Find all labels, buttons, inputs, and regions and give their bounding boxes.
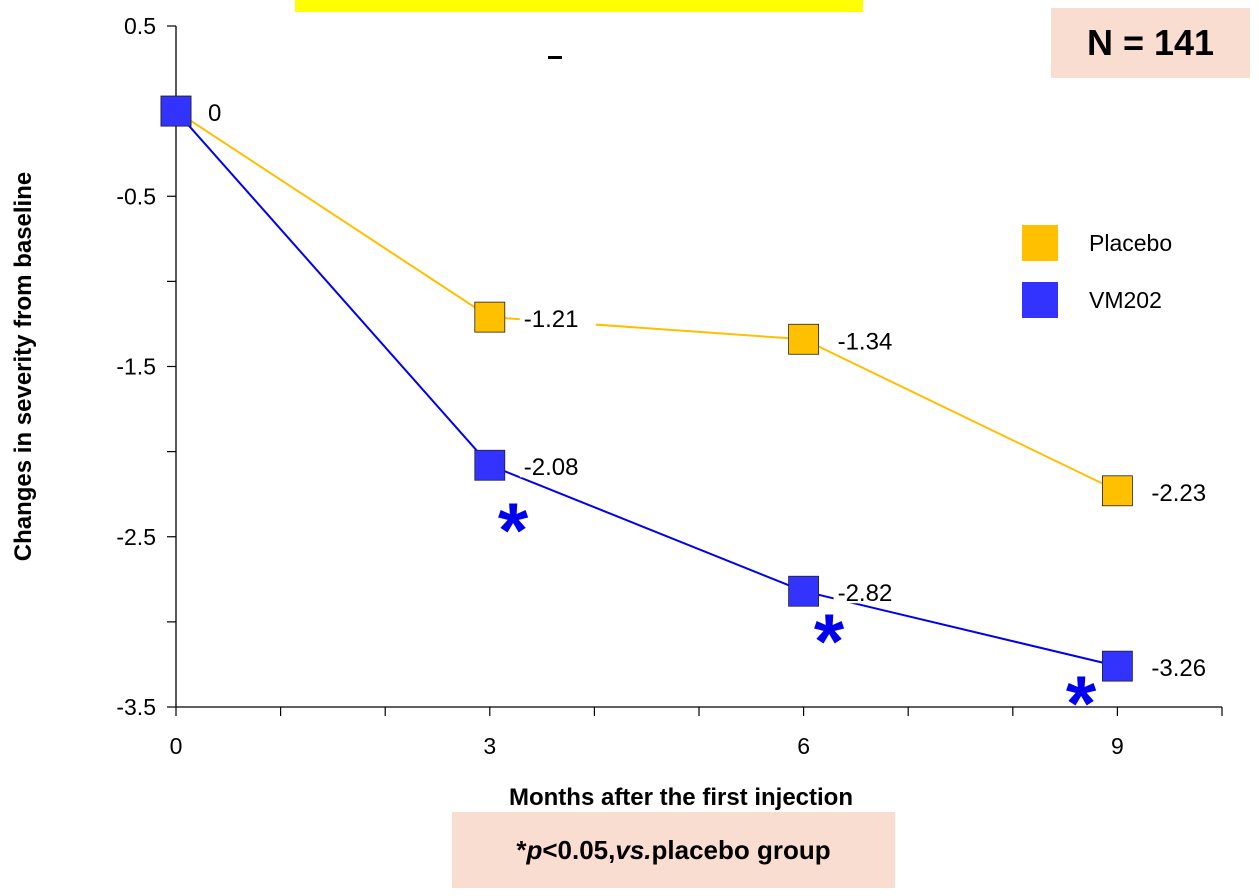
data-label-bg — [1147, 472, 1224, 503]
data-label-bg — [519, 447, 596, 478]
data-label-placebo: -2.23 — [1151, 480, 1206, 507]
series-line-vm202 — [175, 110, 1118, 668]
y-axis-title: Changes in severity from baseline — [10, 172, 37, 561]
legend-label-placebo: Placebo — [1089, 230, 1172, 256]
dash-mark — [548, 56, 562, 59]
significance-asterisk: * — [814, 597, 845, 685]
data-label-bg — [833, 573, 910, 604]
data-label-vm202: -2.08 — [524, 454, 579, 481]
data-label-vm202: 0 — [208, 100, 221, 127]
x-tick-label: 0 — [170, 733, 183, 759]
sample-size-box: N = 141 — [1051, 8, 1250, 78]
legend-label-vm202: VM202 — [1089, 287, 1162, 313]
data-label-placebo: -1.21 — [524, 306, 579, 333]
y-tick-label: -3.5 — [116, 694, 156, 720]
data-label-bg — [1147, 648, 1224, 679]
significance-footnote: * p <0.05, vs. placebo group — [452, 812, 895, 888]
data-point-placebo — [474, 301, 506, 333]
data-label-vm202: -2.82 — [838, 580, 893, 607]
data-label-bg — [833, 321, 910, 352]
data-point-placebo — [1102, 475, 1133, 507]
footnote-p: p — [526, 834, 543, 865]
top-banner — [295, 0, 863, 12]
footnote-vs: vs. — [615, 834, 652, 865]
y-tick-label: 0.5 — [124, 13, 156, 39]
significance-asterisk: * — [1066, 659, 1097, 747]
data-point-vm202 — [474, 449, 506, 481]
sample-size-label: N = 141 — [1086, 22, 1215, 63]
data-point-vm202 — [1102, 650, 1133, 682]
data-label-placebo: -1.34 — [838, 328, 893, 355]
series-line-placebo — [175, 110, 1118, 492]
footnote-threshold: <0.05, — [542, 834, 616, 865]
data-point-vm202 — [160, 95, 192, 127]
y-tick-label: -0.5 — [116, 183, 156, 209]
footnote-group: placebo group — [651, 834, 831, 865]
legend-swatch-placebo — [1022, 225, 1058, 261]
x-tick-label: 6 — [797, 733, 810, 759]
data-label-vm202: -3.26 — [1151, 655, 1206, 682]
footnote-star: * — [516, 834, 527, 865]
x-axis-title: Months after the first injection — [509, 784, 853, 811]
data-point-vm202 — [788, 575, 819, 607]
data-label-bg — [519, 299, 596, 330]
x-tick-label: 9 — [1111, 733, 1124, 759]
data-label-bg — [204, 93, 224, 124]
x-tick-label: 3 — [483, 733, 496, 759]
y-tick-label: -1.5 — [116, 354, 156, 380]
data-point-placebo — [788, 323, 819, 355]
legend-swatch-vm202 — [1022, 282, 1058, 318]
y-tick-label: -2.5 — [116, 524, 156, 550]
significance-asterisk: * — [498, 486, 529, 574]
